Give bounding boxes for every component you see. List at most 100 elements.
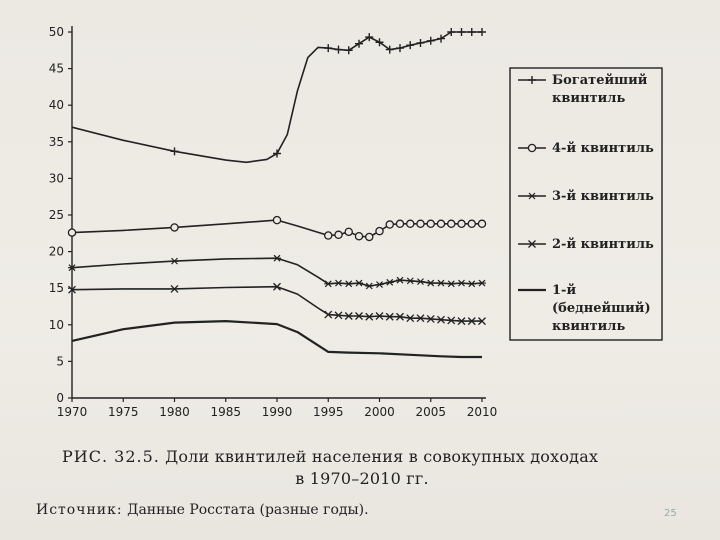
cross-marker bbox=[528, 240, 536, 248]
asterisk-marker bbox=[334, 279, 343, 287]
y-tick-label: 0 bbox=[56, 391, 64, 405]
asterisk-marker bbox=[385, 278, 394, 286]
cross-marker bbox=[273, 282, 281, 291]
cross-marker bbox=[447, 316, 456, 325]
plus-marker bbox=[426, 36, 435, 45]
circle-marker bbox=[170, 223, 179, 232]
y-tick-label: 5 bbox=[56, 354, 64, 368]
plus-marker bbox=[385, 45, 394, 54]
legend-label: 1-й bbox=[552, 283, 576, 298]
circle-marker bbox=[323, 231, 333, 240]
caption-line2: в 1970–2010 гг. bbox=[295, 469, 429, 488]
asterisk-marker bbox=[324, 280, 333, 288]
circle-marker bbox=[354, 231, 364, 241]
series-3 bbox=[68, 254, 486, 290]
plus-marker bbox=[375, 38, 384, 47]
circle-marker bbox=[426, 219, 435, 229]
asterisk-marker bbox=[375, 281, 384, 288]
plus-marker bbox=[396, 44, 404, 53]
x-tick-label: 2010 bbox=[467, 405, 498, 419]
plus-marker bbox=[170, 147, 179, 156]
circle-marker bbox=[527, 143, 537, 153]
figure-caption: РИС. 32.5. Доли квинтилей населения в со… bbox=[62, 446, 662, 490]
asterisk-marker bbox=[478, 279, 486, 287]
plus-marker bbox=[324, 44, 333, 53]
plus-marker bbox=[355, 39, 363, 48]
cross-marker bbox=[324, 310, 333, 319]
series-line bbox=[71, 31, 482, 164]
series-5 bbox=[71, 320, 482, 359]
plus-marker bbox=[344, 46, 353, 55]
circle-marker bbox=[272, 215, 282, 225]
series-line bbox=[71, 219, 482, 238]
circle-marker bbox=[364, 232, 374, 242]
circle-marker bbox=[375, 226, 384, 236]
cross-marker bbox=[365, 312, 374, 321]
circle-marker bbox=[457, 219, 466, 229]
plus-marker bbox=[478, 28, 486, 36]
plus-marker bbox=[437, 34, 445, 43]
legend-label: (беднейший) bbox=[552, 301, 651, 316]
circle-marker bbox=[436, 219, 446, 229]
asterisk-marker bbox=[467, 280, 476, 288]
y-tick-label: 25 bbox=[49, 208, 64, 222]
cross-marker bbox=[355, 312, 363, 320]
legend-label: 4-й квинтиль bbox=[552, 141, 654, 156]
series-2 bbox=[67, 215, 487, 242]
chart-plot bbox=[67, 28, 487, 359]
legend-item-5: 1-й (беднейший) квинтиль bbox=[518, 283, 651, 334]
asterisk-marker bbox=[426, 279, 435, 287]
x-tick-label: 1995 bbox=[313, 405, 344, 419]
cross-marker bbox=[426, 314, 435, 323]
x-tick-label: 1970 bbox=[57, 405, 88, 419]
legend-item-3: 3-й квинтиль bbox=[518, 189, 654, 204]
cross-marker bbox=[344, 312, 353, 320]
cross-marker bbox=[68, 285, 76, 294]
series-1 bbox=[71, 28, 486, 164]
legend-box bbox=[509, 67, 663, 341]
series-line bbox=[71, 285, 482, 322]
cross-marker bbox=[375, 312, 384, 320]
plus-marker bbox=[406, 41, 415, 50]
legend-label: 3-й квинтиль bbox=[552, 189, 654, 204]
series-line bbox=[71, 320, 482, 359]
plus-marker bbox=[457, 28, 466, 36]
cross-marker bbox=[437, 315, 445, 324]
source-note: Источник: Данные Росстата (разные годы). bbox=[36, 502, 456, 518]
slide-number: 25 bbox=[664, 508, 677, 519]
cross-marker bbox=[396, 312, 404, 321]
plus-marker bbox=[528, 76, 536, 84]
x-tick-label: 1985 bbox=[210, 405, 241, 419]
cross-marker bbox=[170, 284, 179, 293]
asterisk-marker bbox=[416, 278, 425, 286]
x-tick-label: 1990 bbox=[262, 405, 293, 419]
circle-marker bbox=[467, 219, 476, 229]
cross-marker bbox=[406, 314, 415, 323]
asterisk-marker bbox=[68, 264, 76, 272]
circle-marker bbox=[344, 227, 353, 237]
plus-marker bbox=[467, 28, 476, 36]
asterisk-marker bbox=[344, 280, 353, 288]
legend-item-1: Богатейший квинтиль bbox=[518, 73, 648, 106]
legend-label: квинтиль bbox=[552, 319, 625, 334]
asterisk-marker bbox=[273, 254, 281, 262]
asterisk-marker bbox=[365, 282, 374, 290]
asterisk-marker bbox=[396, 276, 404, 284]
y-tick-label: 15 bbox=[49, 281, 64, 295]
circle-marker bbox=[395, 219, 405, 229]
quintile-share-chart: 0 5 10 15 20 25 30 35 40 45 50 1970 1975 1980 1985 1990… bbox=[49, 25, 663, 419]
cross-marker bbox=[416, 314, 425, 323]
caption-label: РИС. 32.5. bbox=[62, 447, 160, 466]
asterisk-marker bbox=[355, 279, 363, 287]
y-tick-label: 40 bbox=[49, 98, 64, 112]
plus-marker bbox=[416, 38, 425, 47]
x-tick-label: 1975 bbox=[108, 405, 139, 419]
y-tick-label: 20 bbox=[49, 245, 64, 259]
legend-item-2: 4-й квинтиль bbox=[518, 141, 654, 156]
y-tick-label: 30 bbox=[49, 171, 64, 185]
circle-marker bbox=[67, 228, 77, 237]
series-4 bbox=[68, 282, 486, 326]
legend-item-4: 2-й квинтиль bbox=[518, 237, 654, 252]
asterisk-marker bbox=[437, 279, 445, 287]
